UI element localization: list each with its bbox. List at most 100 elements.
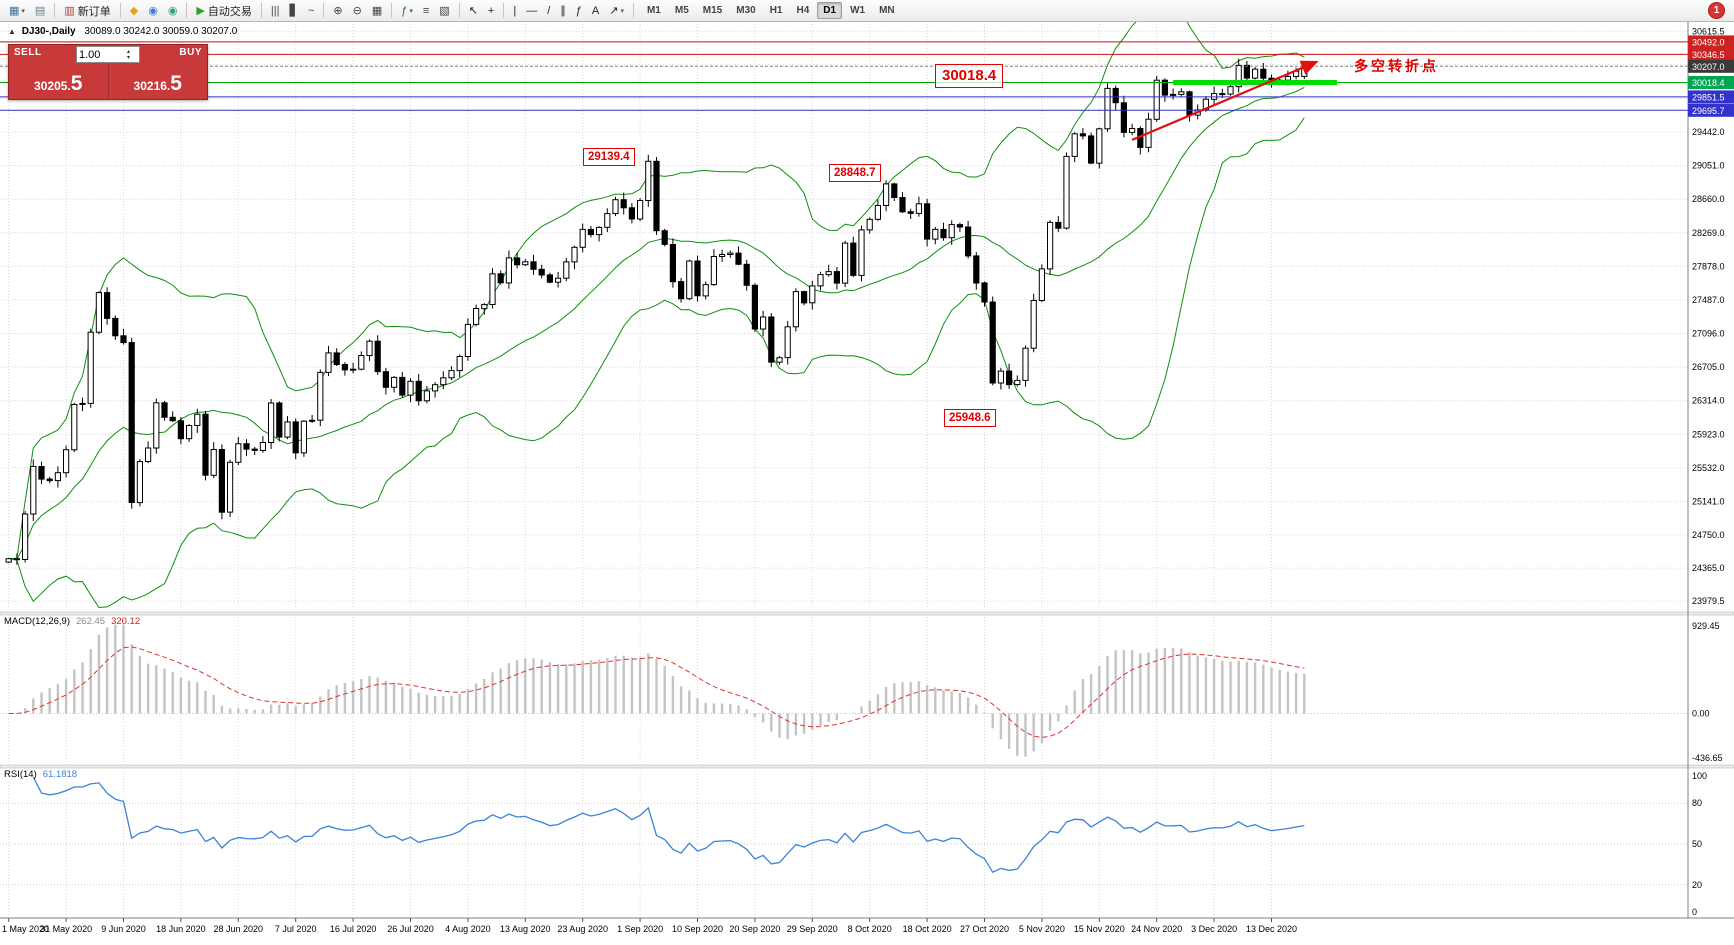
macd-signal-line [8,646,1305,739]
chart-annotation[interactable]: 30018.4 [935,64,1004,88]
chart-annotation[interactable]: 25948.6 [944,409,996,427]
channel-button[interactable]: ∥ [556,1,570,21]
chart-annotation[interactable]: 29139.4 [583,148,635,166]
timeframe-m1-button[interactable]: M1 [646,5,661,16]
macd-value: 262.45 [76,616,106,627]
sell-label: SELL [14,47,42,58]
macd-signal-value: 320.12 [111,616,141,627]
zoom-in-button[interactable]: ⊕ [329,1,346,21]
svg-text:28269.0: 28269.0 [1692,228,1725,238]
timeframe-w1-button[interactable]: W1 [850,5,866,16]
buy-label: BUY [179,47,202,58]
market-button[interactable]: ◆ [126,1,142,21]
indicators-caret-icon: ▾ [409,7,413,15]
svg-text:24750.0: 24750.0 [1692,530,1725,540]
svg-text:26705.0: 26705.0 [1692,362,1725,372]
chart-annotation[interactable]: 28848.7 [829,164,881,182]
toolbar: ▦ ▾ ▤ ▥ 新订单 ◆ ◉ ◉ ▶ 自动交易 ||| ▋ ~ ⊕ ⊖ ▦ ƒ ▾ ≡ ▧ ↖ + | ― / ∥ ƒ A ↗ ▾ M1… [0,0,1734,22]
macd-panel [0,617,1688,764]
svg-text:23979.5: 23979.5 [1692,596,1725,606]
timeframe-h4-button[interactable]: H4 [796,5,810,16]
trend-arrow-line[interactable] [1131,60,1319,141]
timeframe-h1-button[interactable]: H1 [769,5,783,16]
timeframe-d1-button[interactable]: D1 [817,2,843,19]
svg-text:29051.0: 29051.0 [1692,161,1725,171]
toolbar-separator [54,3,56,18]
bars-mode-icon: ||| [270,4,280,17]
timeframe-mn-button[interactable]: MN [879,5,895,16]
toolbar-separator [458,3,460,18]
price-axis[interactable]: 30615.530224.529833.029442.029051.028660… [1687,22,1734,918]
candlestick-series [5,58,1308,565]
profiles-button[interactable]: ▤ [31,1,49,21]
notifications-badge[interactable]: 1 [1708,2,1725,19]
candles-mode-button[interactable]: ▋ [285,1,301,21]
profiles-icon: ▤ [34,4,46,17]
chart-ohlc: 30089.0 30242.0 30059.0 30207.0 [84,26,238,37]
new-order-button[interactable]: ▥ 新订单 [60,1,114,21]
timeframe-m5-button[interactable]: M5 [674,5,689,16]
indicators-button[interactable]: ƒ ▾ [397,1,417,21]
arrows-button[interactable]: ↗ ▾ [605,1,628,21]
bars-mode-button[interactable]: ||| [267,1,284,21]
lot-increase-icon[interactable]: ▴ [127,48,131,55]
templates-icon: ▧ [439,4,450,17]
crosshair-button[interactable]: + [484,1,498,21]
timeframe-m30-button[interactable]: M30 [736,5,756,16]
zoom-out-icon: ⊖ [352,4,362,17]
arrows-icon: ↗ [609,4,619,17]
vertical-line-button[interactable]: | [509,1,520,21]
chart-annotation[interactable]: 多空转折点 [1354,58,1439,74]
svg-text:8 Oct 2020: 8 Oct 2020 [848,924,892,934]
horizontal-line-button[interactable]: ― [522,1,541,21]
svg-text:30018.4: 30018.4 [1692,78,1725,88]
zoom-out-button[interactable]: ⊖ [349,1,366,21]
svg-text:29 Sep 2020: 29 Sep 2020 [787,924,838,934]
lot-decrease-icon[interactable]: ▾ [127,54,131,61]
arrows-caret-icon: ▾ [620,7,624,15]
one-click-toggle-icon[interactable]: ▲ [8,27,16,36]
toolbar-separator [632,3,634,18]
svg-text:27878.0: 27878.0 [1692,261,1725,271]
one-click-trading-widget: SELL 30205.5 BUY 30216.5 ▴▾ [8,44,208,100]
new-order-label: 新订单 [77,5,111,18]
fibonacci-icon: ƒ [575,4,582,17]
svg-text:25923.0: 25923.0 [1692,429,1725,439]
svg-text:3 Dec 2020: 3 Dec 2020 [1191,924,1237,934]
templates-button[interactable]: ▧ [435,1,453,21]
horizontal-level-lines[interactable] [0,41,1688,111]
fibonacci-button[interactable]: ƒ [572,1,586,21]
vertical-line-icon: | [513,4,517,17]
auto-trading-button[interactable]: ▶ 自动交易 [192,1,255,21]
svg-text:26 Jul 2020: 26 Jul 2020 [387,924,434,934]
lot-size-input[interactable] [77,48,125,61]
lot-size-field[interactable]: ▴▾ [76,46,140,63]
text-label-button[interactable]: A [588,1,603,21]
rsi-line [32,776,1305,874]
svg-text:9 Jun 2020: 9 Jun 2020 [101,924,146,934]
svg-text:30207.0: 30207.0 [1692,62,1725,72]
new-chart-icon: ▦ [9,4,20,17]
vps-button[interactable]: ◉ [164,1,182,21]
signals-button[interactable]: ◉ [144,1,162,21]
trendline-button[interactable]: / [543,1,554,21]
tile-windows-button[interactable]: ▦ [368,1,386,21]
indicator-windows-button[interactable]: ≡ [419,1,433,21]
svg-text:5 Nov 2020: 5 Nov 2020 [1019,924,1065,934]
new-chart-button[interactable]: ▦ ▾ [5,1,29,21]
svg-text:24 Nov 2020: 24 Nov 2020 [1131,924,1182,934]
panel-separators[interactable] [0,611,1734,769]
svg-text:10 Sep 2020: 10 Sep 2020 [672,924,723,934]
svg-text:24365.0: 24365.0 [1692,563,1725,573]
cursor-button[interactable]: ↖ [465,1,482,21]
line-mode-icon: ~ [307,4,315,17]
timeframe-m15-button[interactable]: M15 [702,5,723,16]
svg-text:28 Jun 2020: 28 Jun 2020 [214,924,264,934]
buy-price: 30216.5 [133,72,182,95]
horizontal-line-icon: ― [526,4,538,17]
line-mode-button[interactable]: ~ [304,1,318,21]
cursor-icon: ↖ [468,4,478,17]
svg-text:27487.0: 27487.0 [1692,295,1725,305]
